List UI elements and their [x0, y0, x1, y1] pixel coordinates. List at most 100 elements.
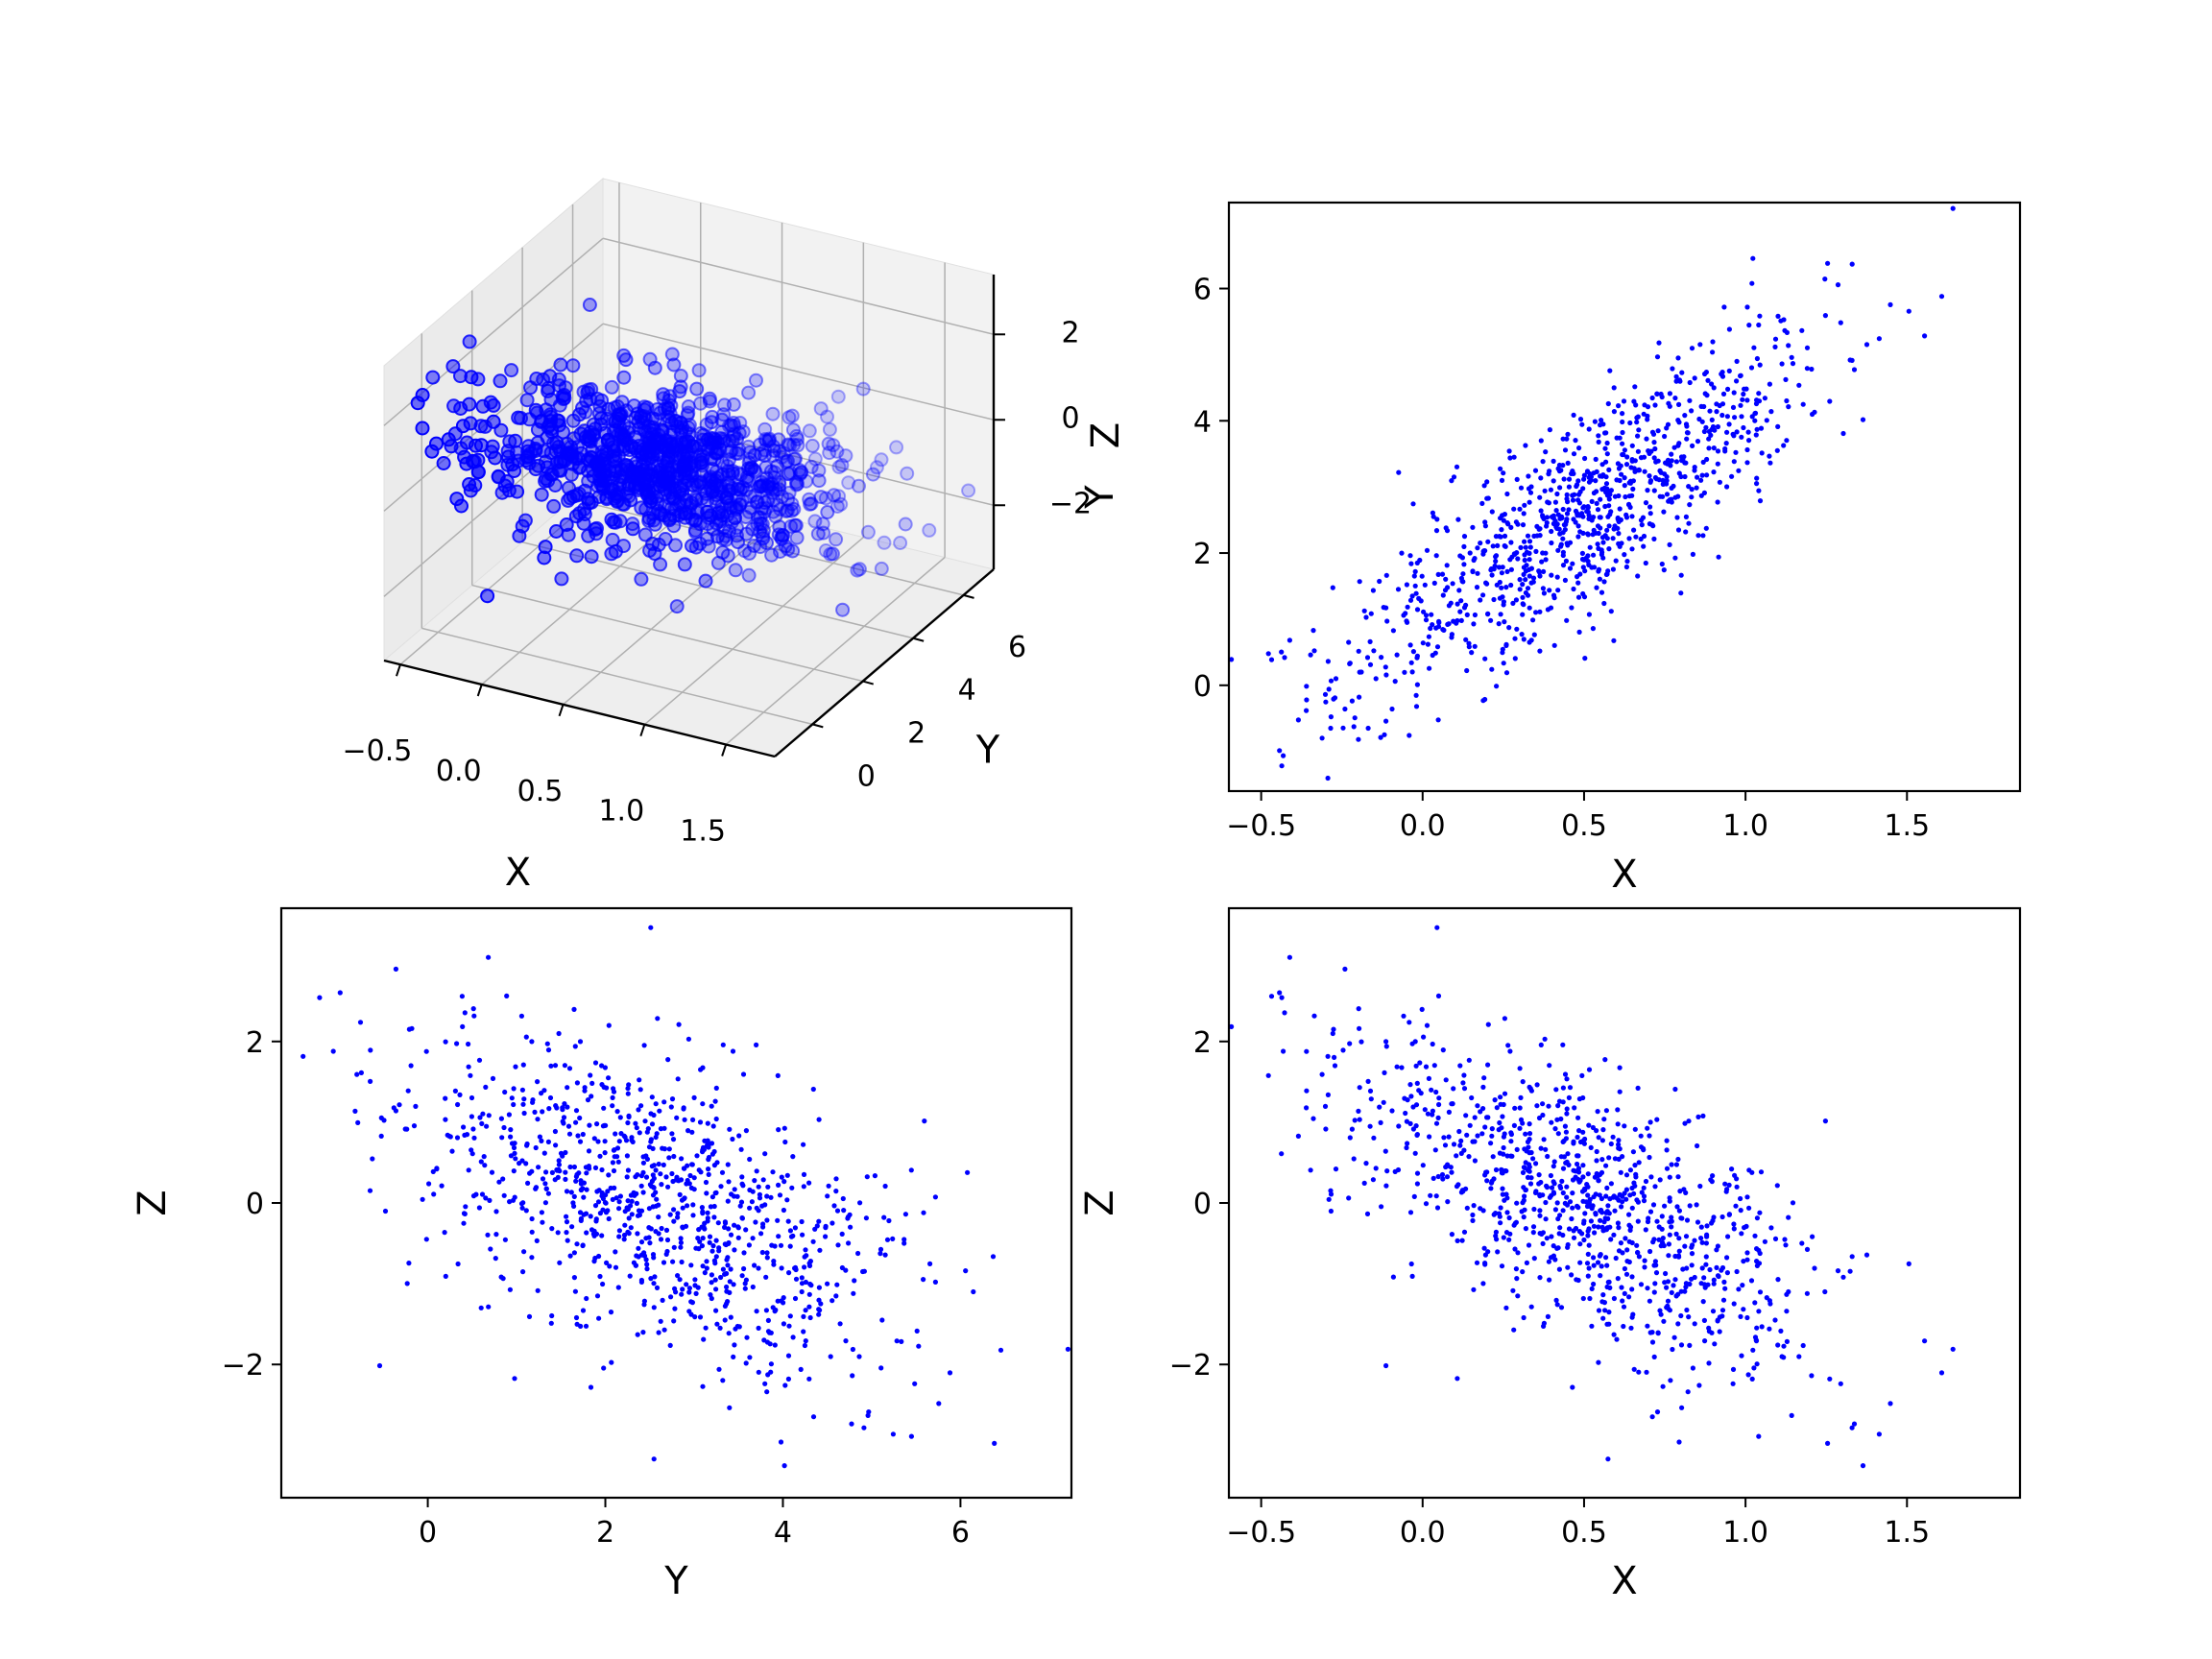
scatter-point: [1596, 433, 1601, 439]
scatter-point: [1612, 493, 1618, 499]
scatter-point: [719, 491, 734, 506]
scatter-point: [850, 1373, 855, 1379]
scatter-point: [1659, 1214, 1665, 1219]
scatter-point: [790, 1154, 796, 1160]
scatter-point: [1527, 499, 1532, 505]
scatter-point: [580, 1131, 586, 1138]
scatter-point: [410, 396, 425, 411]
scatter-point: [1537, 494, 1543, 500]
scatter-point: [1503, 585, 1509, 590]
scatter-point: [1746, 438, 1752, 444]
scatter-point: [674, 1174, 680, 1180]
scatter-point: [709, 1272, 715, 1278]
scatter-point: [660, 1297, 665, 1303]
scatter-point: [1645, 1323, 1650, 1329]
scatter-point: [487, 1197, 493, 1203]
scatter-point: [656, 1330, 661, 1335]
scatter-point: [1268, 657, 1275, 662]
scatter-point: [1560, 1208, 1566, 1214]
scatter-point: [764, 1389, 770, 1395]
scatter-point: [1606, 496, 1612, 502]
scatter-point: [927, 1261, 933, 1266]
scatter-point: [1527, 550, 1532, 557]
scatter-point: [739, 526, 755, 541]
y-tick-label: 6: [1193, 274, 1212, 307]
scatter-point: [1694, 485, 1699, 491]
scatter-point: [604, 379, 619, 395]
scatter-point: [782, 1382, 788, 1388]
scatter-point: [1517, 587, 1523, 592]
scatter-point: [700, 1383, 706, 1389]
scatter-point: [826, 1183, 831, 1189]
scatter-point: [1632, 384, 1638, 390]
scatter-point: [664, 347, 680, 362]
scatter-point: [1555, 547, 1561, 553]
scatter-point: [660, 1145, 665, 1151]
scatter-point: [1581, 594, 1588, 600]
scatter-point: [512, 1194, 517, 1200]
scatter-point: [1501, 1101, 1506, 1108]
scatter-point: [714, 508, 730, 523]
scatter-point: [712, 1098, 718, 1104]
scatter-point: [1373, 1166, 1379, 1171]
scatter-point: [1598, 1252, 1603, 1258]
scatter-point: [1696, 1382, 1702, 1388]
scatter-point: [1564, 1076, 1570, 1082]
scatter-point: [1684, 1265, 1690, 1271]
scatter-point: [1822, 313, 1828, 319]
scatter-point: [1530, 1230, 1536, 1236]
scatter-point: [1383, 572, 1389, 578]
scatter-point: [1590, 626, 1596, 632]
scatter-point: [777, 1192, 783, 1198]
scatter-point: [1591, 1262, 1597, 1268]
scatter-point: [1523, 544, 1528, 550]
scatter-point: [1730, 404, 1737, 410]
scatter-point: [1598, 1217, 1603, 1223]
scatter-point: [1544, 1185, 1551, 1190]
scatter-point: [1644, 436, 1649, 442]
scatter-point: [679, 1259, 685, 1265]
scatter-point: [882, 1252, 888, 1258]
scatter-point: [728, 1314, 733, 1320]
scatter-point: [1784, 438, 1790, 444]
scatter-point: [573, 1173, 580, 1180]
scatter-point: [1328, 725, 1334, 732]
scatter-point: [613, 1264, 619, 1270]
scatter-point: [1715, 499, 1720, 505]
scatter-point: [671, 1244, 677, 1250]
scatter-point: [1666, 498, 1671, 504]
scatter-point: [1515, 556, 1521, 562]
scatter-point: [1684, 1307, 1690, 1313]
scatter-point: [1757, 1210, 1763, 1215]
scatter-point: [1537, 1193, 1543, 1199]
scatter-point: [1790, 1200, 1796, 1206]
scatter-point: [1800, 401, 1806, 407]
scatter-point: [1423, 1064, 1430, 1070]
scatter-point: [521, 1249, 527, 1255]
scatter-point: [575, 1133, 581, 1139]
scatter-point: [1450, 581, 1455, 587]
scatter-point: [1575, 1169, 1582, 1175]
scatter-point: [1404, 1118, 1409, 1124]
scatter-point: [1517, 577, 1523, 583]
scatter-point: [1585, 1184, 1591, 1190]
scatter-point: [1494, 1237, 1500, 1242]
y-tick-label: −2: [222, 1349, 264, 1382]
scatter-point: [1519, 632, 1525, 637]
scatter-point: [1674, 515, 1680, 520]
scatter-point: [1554, 491, 1560, 497]
scatter-point: [640, 1190, 646, 1195]
scatter-point: [709, 529, 725, 544]
scatter-point: [544, 1041, 550, 1046]
scatter-point: [1547, 1194, 1552, 1200]
scatter-point: [1618, 1169, 1623, 1175]
scatter-point: [1683, 1234, 1690, 1239]
scatter-point: [707, 1239, 712, 1245]
scatter-point: [493, 373, 508, 389]
scatter-point: [1461, 543, 1467, 550]
scatter-point: [1827, 1376, 1833, 1382]
scatter-point: [1717, 479, 1722, 485]
scatter-point: [1700, 1113, 1706, 1118]
scatter-point: [1333, 676, 1339, 682]
scatter-point: [513, 1064, 518, 1070]
